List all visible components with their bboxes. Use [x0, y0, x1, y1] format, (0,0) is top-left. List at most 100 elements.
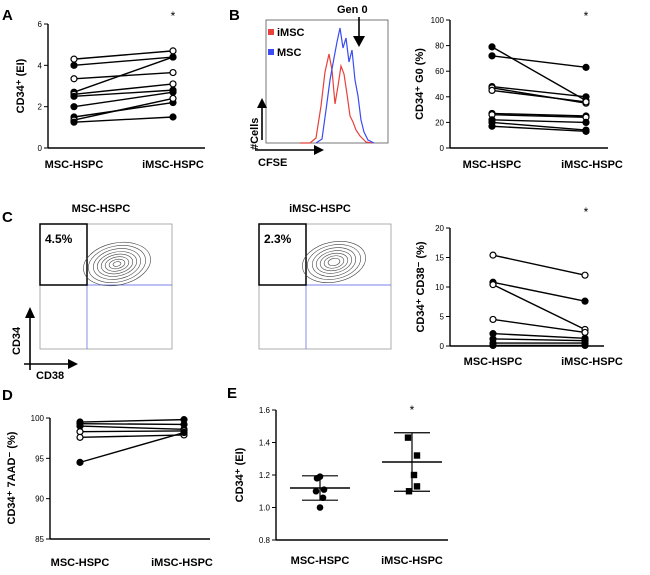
paired-donor [70, 80, 177, 98]
paired-donor [70, 113, 177, 126]
panel-a-y-ticks: 0 2 4 6 [38, 20, 48, 153]
data-point [404, 434, 412, 441]
paired-donor [488, 116, 590, 127]
y-tick-label: 20 [435, 118, 444, 127]
paired-donor [70, 68, 177, 83]
panel-c-pairs [489, 251, 589, 350]
flow-imsc-contours [302, 241, 366, 283]
imsc-point [169, 113, 177, 121]
panel-c-category-msc: MSC-HSPC [464, 356, 523, 368]
panel-c-category-imsc: iMSC-HSPC [561, 356, 623, 368]
pair-line [492, 332, 586, 340]
msc-histogram-curve [315, 27, 375, 144]
panel-a-significance: * [171, 9, 176, 23]
pair-line [491, 89, 587, 103]
flow-imsc-title: iMSC-HSPC [289, 203, 351, 215]
panel-e-category-imsc: iMSC-HSPC [381, 555, 443, 567]
y-tick-label: 1.2 [259, 471, 271, 480]
imsc-point [169, 80, 177, 88]
imsc-point [169, 94, 177, 103]
group-msc [290, 473, 350, 511]
panel-e-y-axis-label: CD34⁺ (EI) [234, 447, 246, 502]
panel-b-y-axis-label: CD34⁺ G0 (%) [414, 48, 426, 120]
data-point [410, 471, 418, 479]
paired-donor [70, 47, 177, 63]
paired-donor [489, 341, 589, 350]
paired-donor [76, 428, 188, 466]
y-tick-label: 0 [38, 144, 43, 153]
flow-plot-msc: MSC-HSPC 4.5% [39, 203, 173, 350]
paired-donor [488, 86, 590, 106]
msc-point [489, 315, 497, 324]
imsc-histogram-curve [300, 53, 373, 144]
pair-line [73, 89, 174, 98]
data-point [320, 486, 328, 493]
panel-d-y-axis-label: CD34⁺ 7AAD⁻ (%) [6, 431, 18, 524]
y-tick-label: 0 [440, 144, 445, 153]
paired-donor [489, 251, 589, 279]
paired-donor [489, 281, 589, 334]
msc-point [489, 281, 497, 289]
pair-line [79, 418, 185, 423]
panel-c-y-axis-label: CD34⁺ CD38⁻ (%) [415, 241, 427, 332]
flow-plot-imsc: iMSC-HSPC 2.3% [258, 203, 392, 350]
panel-d-pairs [76, 416, 188, 466]
flow-msc-gate [39, 223, 88, 286]
data-point [313, 474, 321, 482]
msc-point [488, 43, 496, 51]
pair-line [79, 425, 185, 430]
paired-donor [488, 52, 590, 71]
y-tick-label: 80 [435, 42, 444, 51]
msc-point [70, 75, 78, 83]
pair-line [73, 50, 174, 60]
panel-a-label: A [2, 7, 13, 24]
group-imsc [382, 432, 442, 495]
panel-d-category-msc: MSC-HSPC [51, 557, 110, 569]
pair-line [491, 125, 587, 133]
pair-line [491, 121, 587, 131]
panel-e: E 0.8 1.0 1.2 1.4 1.6 CD34⁺ (EI) MSC-HSPC iM… [227, 385, 448, 567]
panel-a-chart: 0 2 4 6 CD34⁺ (EI) MSC-HSPC iMSC-HSPC * [15, 9, 205, 171]
panel-b-significance: * [584, 9, 589, 23]
pair-line [491, 85, 587, 98]
msc-point [70, 92, 78, 100]
pair-line [79, 430, 185, 433]
paired-donor [488, 43, 590, 105]
panel-d: D 85 90 95 100 CD34⁺ 7AAD⁻ (%) MSC-HSPC iMS… [2, 387, 213, 569]
data-point [316, 504, 324, 511]
paired-donor [488, 111, 590, 121]
msc-point [76, 433, 84, 441]
imsc-point [169, 47, 177, 55]
panel-d-category-imsc: iMSC-HSPC [151, 557, 213, 569]
pair-line [73, 97, 174, 121]
pair-line [491, 112, 587, 117]
paired-donor [489, 315, 589, 337]
pair-line [73, 56, 174, 93]
panel-e-chart: 0.8 1.0 1.2 1.4 1.6 CD34⁺ (EI) MSC-HSPC iMSC… [234, 403, 448, 567]
pair-line [492, 254, 586, 276]
y-tick-label: 5 [440, 313, 445, 322]
panel-c-chart: 0 5 10 15 20 CD34⁺ CD38⁻ (%) MSC-HSPC iMSC-H… [415, 205, 623, 368]
panel-a-y-axis-label: CD34⁺ (EI) [15, 58, 27, 113]
data-point [319, 494, 327, 502]
pair-line [73, 91, 174, 108]
flow-imsc-gate-value: 2.3% [264, 232, 292, 246]
y-tick-label: 1.6 [259, 406, 271, 415]
y-tick-label: 10 [435, 283, 444, 292]
gen0-arrow-head [353, 36, 365, 47]
y-tick-label: 20 [435, 224, 444, 233]
gen0-annotation: Gen 0 [337, 4, 368, 16]
pair-line [492, 284, 586, 331]
pair-line [491, 46, 587, 102]
pair-line [492, 318, 586, 334]
msc-point [488, 52, 496, 60]
y-tick-label: 1.4 [259, 439, 271, 448]
imsc-point [582, 98, 590, 106]
msc-point [70, 55, 78, 63]
msc-point [489, 251, 497, 259]
msc-point [488, 86, 496, 95]
y-tick-label: 2 [38, 103, 43, 112]
data-point [312, 487, 320, 495]
panel-c-label: C [2, 209, 13, 226]
